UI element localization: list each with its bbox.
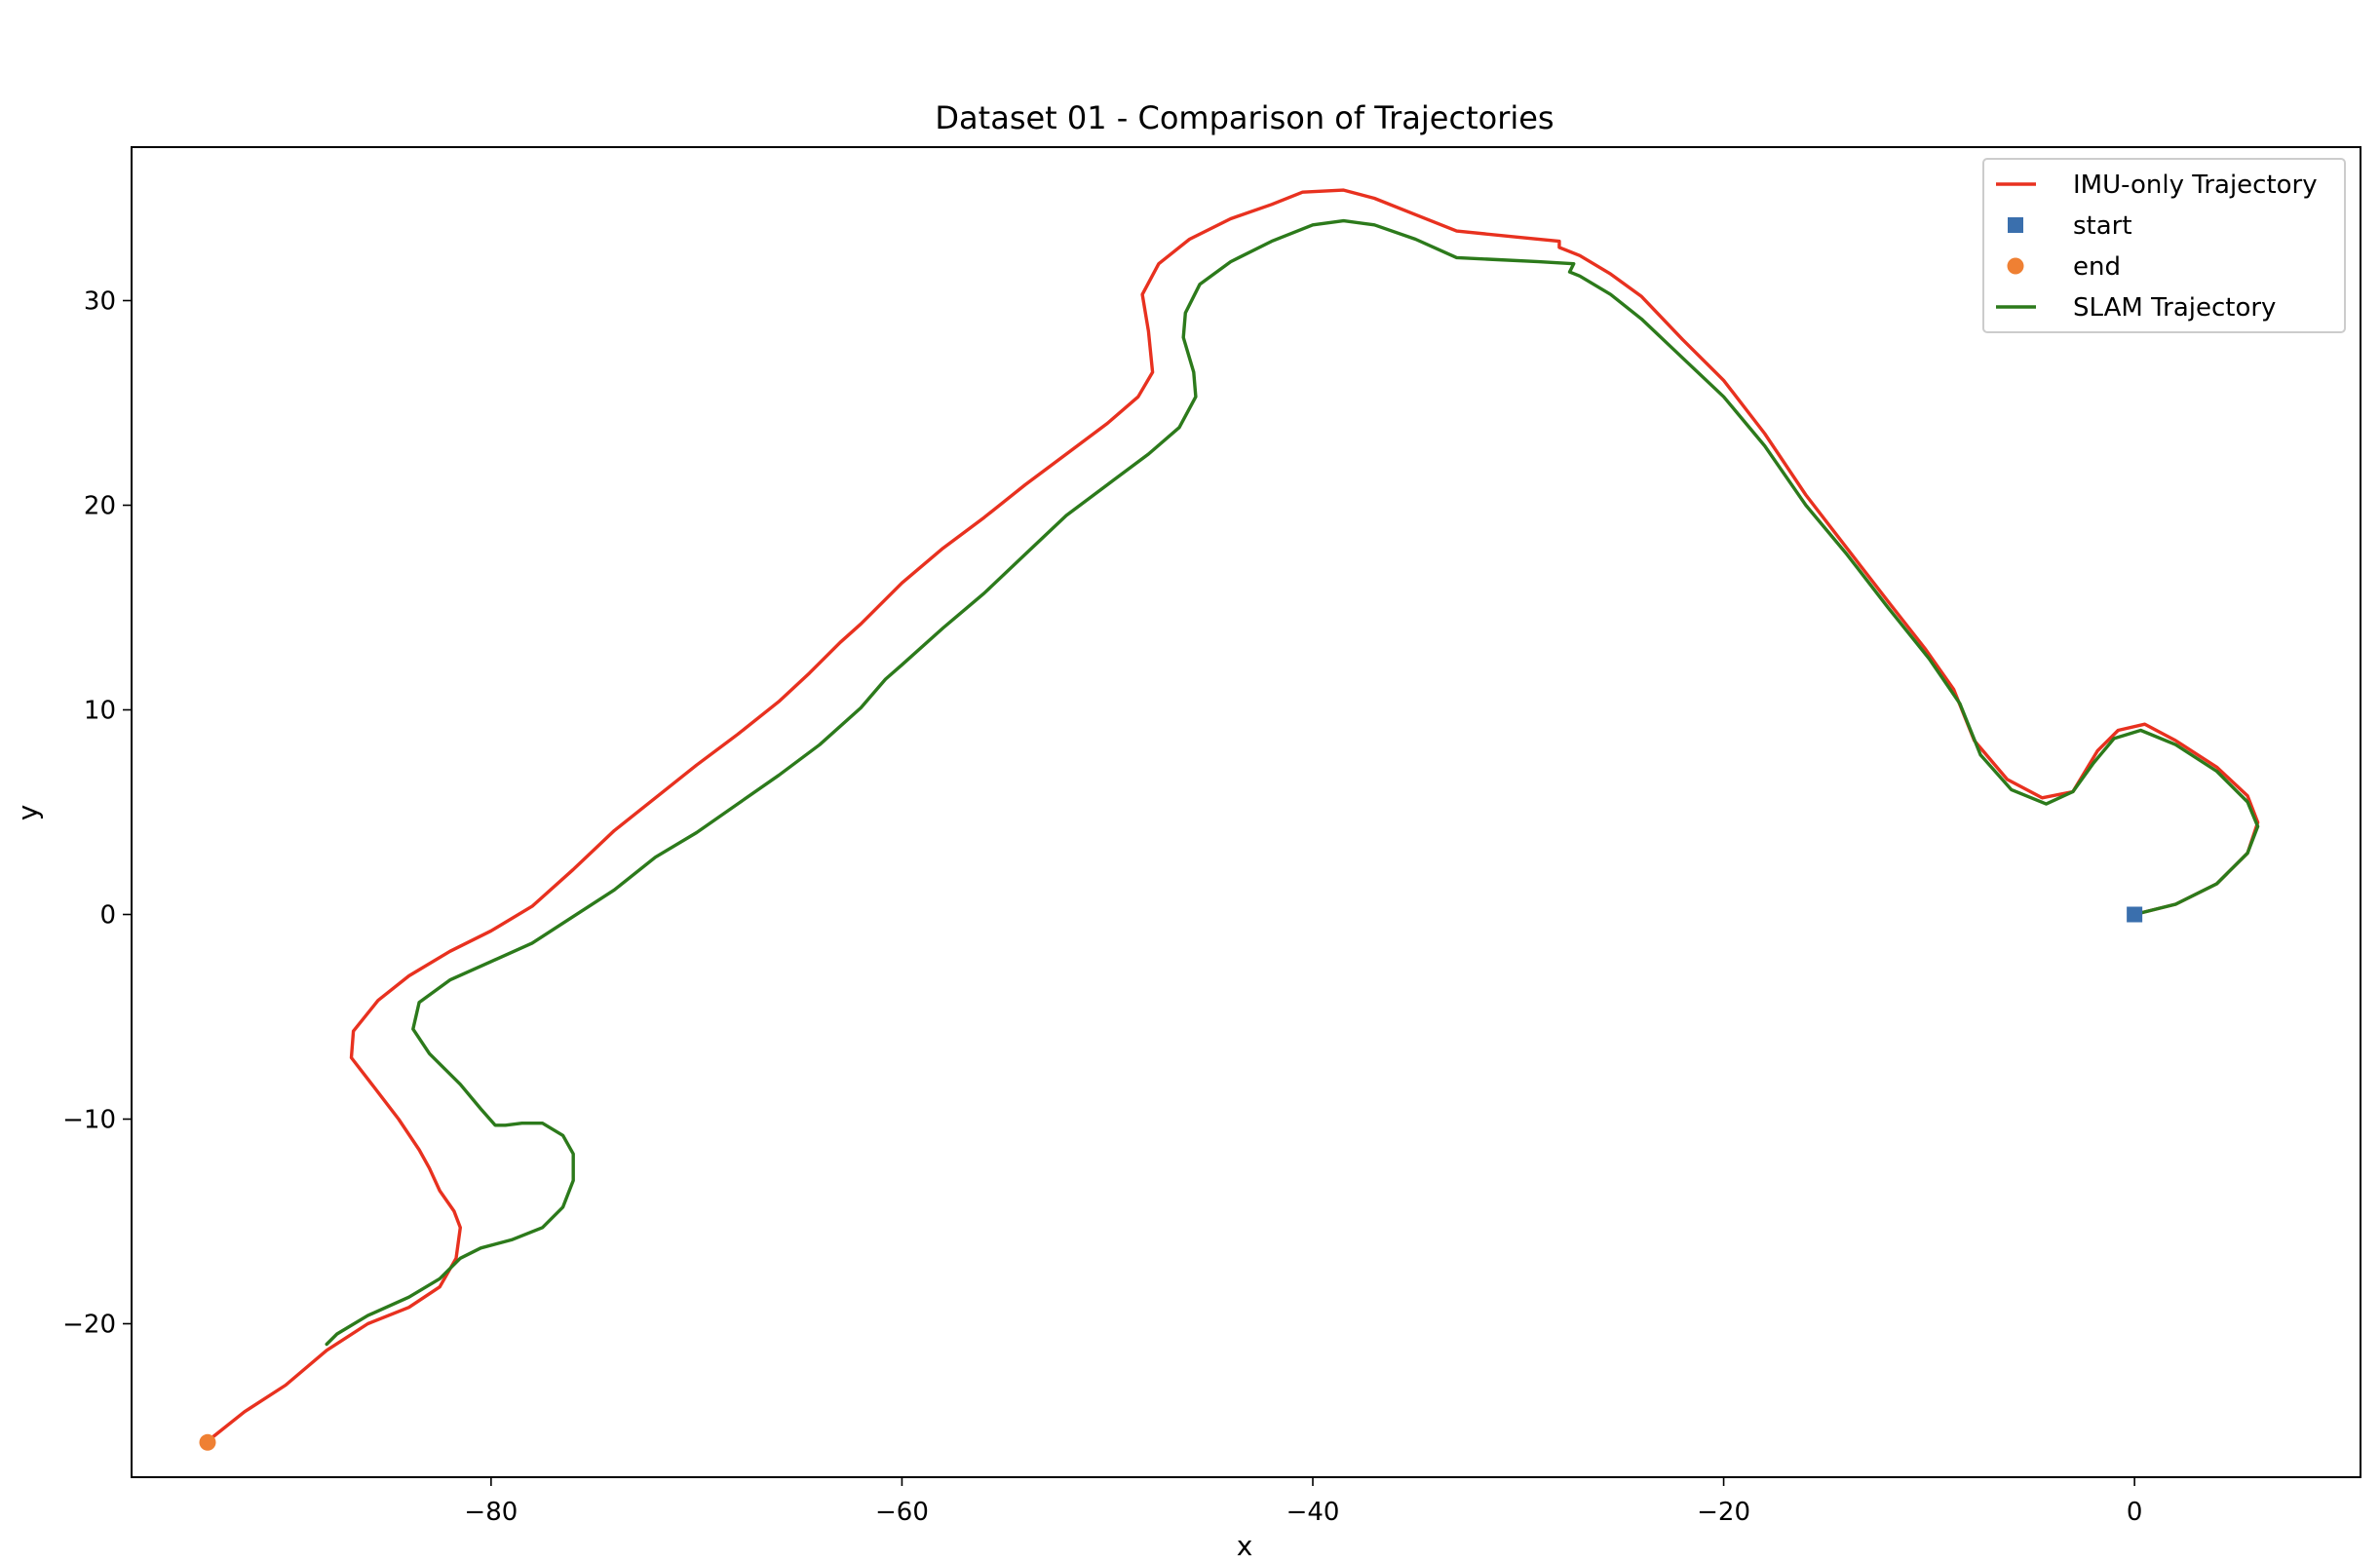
- y-tick-label: 0: [99, 901, 116, 931]
- series-line-slam-trajectory: [325, 218, 2260, 1347]
- legend: IMU-only Trajectory start end SLAM Trajecto…: [1982, 158, 2346, 333]
- y-axis-label: y: [12, 805, 44, 821]
- legend-swatch-start: [2008, 217, 2023, 233]
- legend-label-imu-only-trajectory: IMU-only Trajectory: [2073, 171, 2318, 200]
- series-line-imu-only-trajectory: [206, 188, 2260, 1444]
- series-layer: [206, 188, 2260, 1444]
- y-tick-label: −20: [62, 1311, 116, 1340]
- legend-box: [1982, 158, 2346, 333]
- y-tick-label: 10: [84, 697, 116, 726]
- x-tick-label: 0: [2127, 1498, 2143, 1527]
- x-tick-label: −20: [1697, 1498, 1750, 1527]
- marker-layer: [199, 906, 2143, 1451]
- legend-label-end: end: [2073, 252, 2121, 282]
- plot-frame: [131, 146, 2361, 1478]
- legend-label-start: start: [2073, 211, 2132, 241]
- x-tick-label: −80: [464, 1498, 518, 1527]
- legend-label-slam-trajectory: SLAM Trajectory: [2073, 293, 2276, 323]
- start-marker: [2127, 906, 2143, 923]
- end-marker: [199, 1433, 216, 1451]
- y-tick-label: 30: [84, 287, 116, 317]
- y-tick-label: −10: [62, 1106, 116, 1135]
- y-axis-ticks: −20 −10 0 10 20 30: [62, 287, 132, 1340]
- y-tick-label: 20: [84, 492, 116, 521]
- x-tick-label: −60: [875, 1498, 929, 1527]
- legend-swatch-end: [2007, 257, 2024, 275]
- x-axis-ticks: −80 −60 −40 −20 0: [464, 1477, 2142, 1527]
- x-axis-label: x: [1237, 1530, 1253, 1561]
- chart-title: Dataset 01 - Comparison of Trajectories: [935, 99, 1554, 136]
- x-tick-label: −40: [1286, 1498, 1340, 1527]
